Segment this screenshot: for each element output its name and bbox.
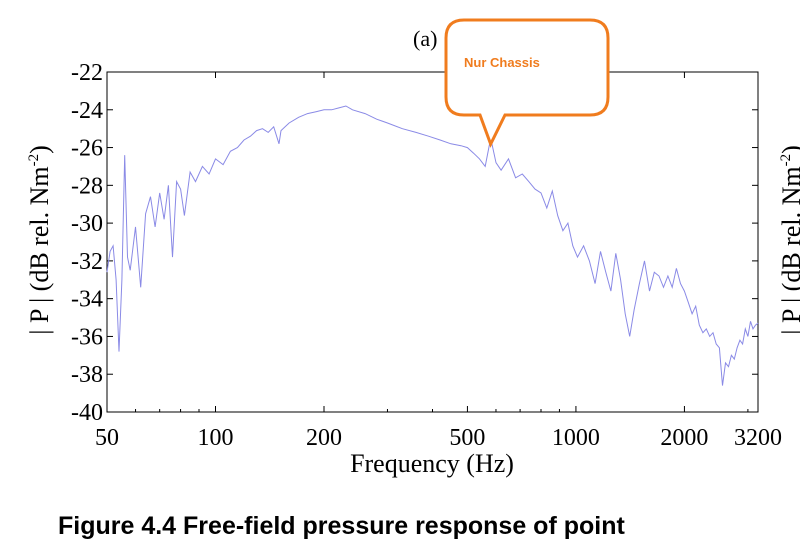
right-y-axis-label-close: ) [777, 145, 800, 154]
axis-ticks [106, 71, 759, 413]
callout-bubble [444, 18, 610, 148]
plot-frame [106, 71, 759, 413]
y-tick-label: -32 [71, 249, 103, 275]
y-axis-label: | P | (dB rel. Nm-2) [25, 145, 54, 335]
x-tick-label: 50 [95, 425, 119, 451]
x-tick-labels: 50 100 200 500 1000 2000 3200 [95, 425, 782, 451]
right-y-axis-label: | P | (dB rel. Nm-2) [777, 145, 800, 335]
y-tick-label: -38 [71, 362, 103, 388]
x-tick-label: 2000 [660, 425, 708, 451]
y-tick-label: -34 [71, 287, 103, 313]
annotation-callout: Nur Chassis [444, 18, 610, 148]
series-line [106, 105, 759, 386]
x-tick-label: 200 [306, 425, 342, 451]
x-tick-label: 500 [449, 425, 485, 451]
y-axis-label-sup: -2 [26, 154, 42, 167]
y-tick-label: -26 [71, 136, 103, 162]
y-tick-labels: -22 -24 -26 -28 -30 -32 -34 -36 -38 -40 [71, 60, 103, 426]
y-tick-label: -24 [71, 98, 103, 124]
y-tick-label: -22 [71, 60, 103, 86]
x-tick-label: 100 [198, 425, 234, 451]
y-axis-label-main: | P | (dB rel. Nm [25, 166, 54, 334]
right-y-axis-label-sup: -2 [778, 154, 794, 167]
x-tick-label: 3200 [734, 425, 782, 451]
right-y-axis-label-main: | P | (dB rel. Nm [777, 166, 800, 334]
y-tick-label: -28 [71, 173, 103, 199]
annotation-text: Nur Chassis [464, 55, 540, 70]
x-tick-label: 1000 [552, 425, 600, 451]
y-axis-label-close: ) [25, 145, 54, 154]
panel-label: (a) [413, 26, 437, 51]
y-tick-label: -36 [71, 324, 103, 350]
y-tick-label: -40 [71, 400, 103, 426]
x-axis-label: Frequency (Hz) [350, 449, 514, 478]
figure-caption: Figure 4.4 Free-field pressure response … [58, 512, 625, 540]
y-tick-label: -30 [71, 211, 103, 237]
